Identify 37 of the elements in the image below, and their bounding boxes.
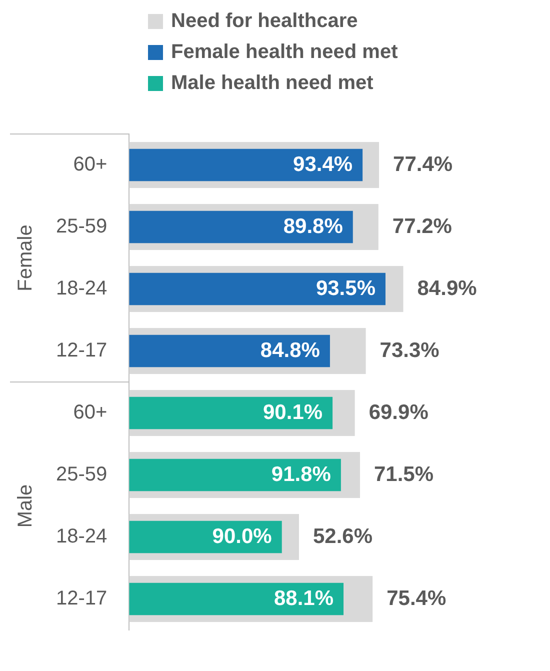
data-label: 73.3%: [380, 338, 440, 362]
y-tick-label: 60+: [73, 154, 108, 176]
bar: [129, 334, 330, 368]
y-tick-label: 25-59: [56, 216, 108, 238]
bar: [129, 272, 386, 306]
bar: [129, 582, 344, 616]
text: Female: [14, 224, 37, 292]
annotation: 91.8%: [271, 462, 332, 486]
bar: [129, 148, 363, 182]
annotation: 89.8%: [283, 214, 344, 238]
data-label: 77.4%: [393, 152, 453, 176]
annotation: 88.1%: [274, 586, 334, 610]
y-tick-label: 25-59: [56, 464, 108, 486]
annotation: 90.0%: [212, 524, 272, 548]
annotation: 84.8%: [260, 338, 320, 362]
data-label: 75.4%: [386, 586, 446, 610]
y-tick-label: 12-17: [56, 588, 108, 610]
annotation: 93.4%: [293, 152, 353, 176]
annotation: 93.5%: [316, 276, 376, 300]
bar: [129, 520, 282, 554]
y-tick-label: 60+: [73, 402, 108, 424]
bar: [129, 458, 341, 492]
data-label: 84.9%: [417, 276, 478, 300]
data-label: 77.2%: [392, 214, 452, 238]
legend-label: Need for healthcare: [171, 10, 358, 33]
bar: [129, 210, 353, 244]
y-tick-label: 18-24: [56, 526, 108, 548]
annotation: 90.1%: [263, 400, 323, 424]
y-tick-label: 18-24: [56, 278, 108, 300]
data-label: 69.9%: [368, 400, 429, 424]
legend-label: Male health need met: [171, 72, 374, 95]
bar: [129, 396, 333, 430]
data-label: 52.6%: [312, 524, 373, 548]
data-label: 71.5%: [374, 462, 434, 486]
text: Male: [14, 484, 37, 528]
legend-label: Female health need met: [171, 41, 398, 64]
y-tick-label: 12-17: [56, 340, 108, 362]
